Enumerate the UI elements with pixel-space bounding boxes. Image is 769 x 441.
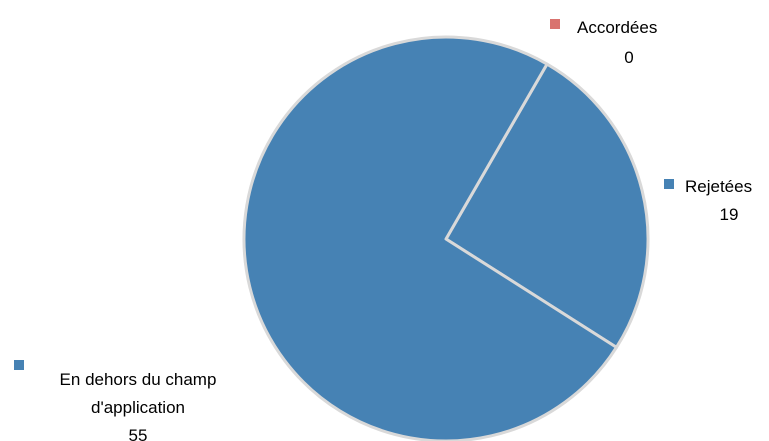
- slice-label-accordees: Accordées: [577, 18, 657, 37]
- slice-value-accordees: 0: [624, 48, 633, 67]
- pie-slice-1: [444, 62, 650, 349]
- label-rejetees: Rejetées 19: [664, 177, 752, 224]
- label-hors-champ: En dehors du champ d'application 55: [14, 360, 216, 441]
- slice-label-rejetees: Rejetées: [685, 177, 752, 196]
- slice-value-hors-champ: 55: [129, 426, 148, 441]
- slice-label-hors-champ-line2: d'application: [91, 398, 185, 417]
- legend-swatch-rejetees: [664, 179, 674, 189]
- label-accordees: Accordées 0: [550, 18, 657, 67]
- pie-slices: [242, 35, 650, 441]
- legend-swatch-accordees: [550, 19, 560, 29]
- slice-label-hors-champ-line1: En dehors du champ: [60, 370, 217, 389]
- pie-slice-2: [242, 35, 618, 441]
- legend-swatch-hors-champ: [14, 360, 24, 370]
- slice-value-rejetees: 19: [720, 205, 739, 224]
